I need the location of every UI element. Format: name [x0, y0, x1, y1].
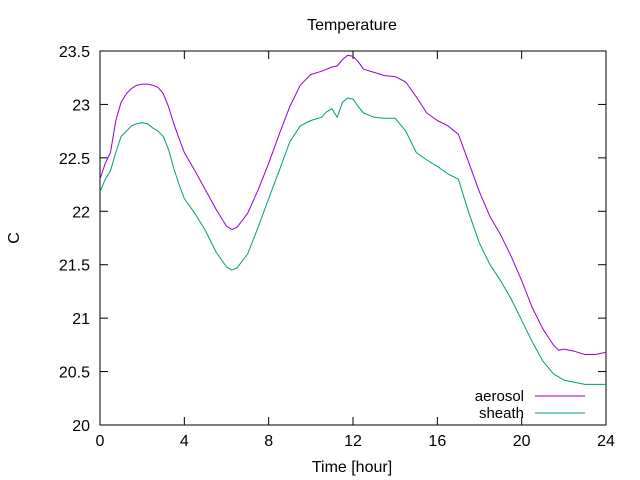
series-line-sheath	[99, 97, 606, 385]
x-tick-label: 8	[264, 433, 273, 450]
y-axis-ticks: 20 20.5 21 21.5 22 22.5 23 23.5	[59, 44, 606, 435]
x-tick-label: 16	[428, 433, 446, 450]
x-axis-ticks: 0 4 8 12 16 20 24	[96, 51, 615, 450]
series-layer	[99, 54, 607, 385]
legend: aerosol sheath	[475, 388, 585, 422]
y-tick-label: 20	[72, 418, 90, 435]
series-line-aerosol	[99, 54, 607, 355]
y-axis-label: C	[6, 232, 23, 244]
x-tick-label: 24	[597, 433, 615, 450]
y-tick-label: 22.5	[59, 151, 90, 168]
legend-label-sheath: sheath	[479, 405, 524, 422]
y-tick-label: 21.5	[59, 258, 90, 275]
legend-label-aerosol: aerosol	[475, 388, 524, 405]
x-tick-label: 20	[513, 433, 531, 450]
x-tick-label: 0	[96, 433, 105, 450]
x-tick-label: 4	[180, 433, 189, 450]
x-tick-label: 12	[344, 433, 362, 450]
y-tick-label: 22	[72, 204, 90, 221]
y-tick-label: 20.5	[59, 365, 90, 382]
y-tick-label: 23	[72, 97, 90, 114]
y-tick-label: 21	[72, 311, 90, 328]
y-tick-label: 23.5	[59, 44, 90, 61]
x-axis-label: Time [hour]	[312, 459, 392, 476]
plot-frame	[99, 50, 607, 426]
chart-title: Temperature	[307, 17, 397, 34]
